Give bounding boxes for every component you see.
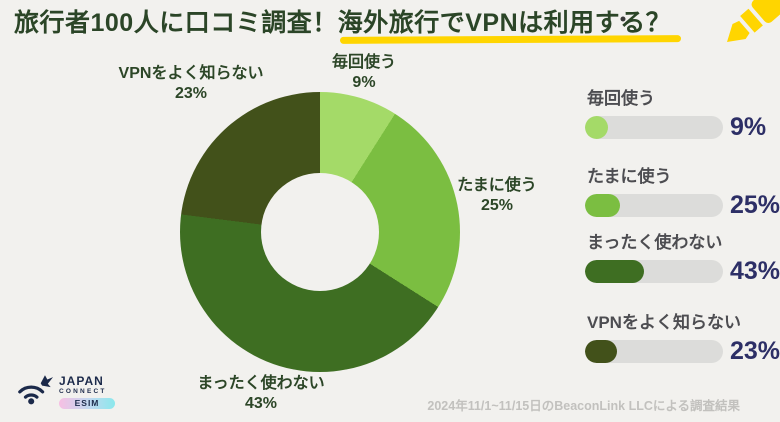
legend-bar-track (585, 340, 723, 363)
legend-bar-fill (585, 340, 617, 363)
legend-item-every-time: 毎回使う 9% (585, 89, 780, 141)
callout-value: 25% (480, 197, 514, 214)
legend-percent: 23% (730, 337, 780, 365)
donut-callout-every-time: 毎回使う 9% (332, 53, 396, 93)
legend-percent: 43% (730, 257, 780, 285)
brand-logo: JAPAN CONNECT ESIM (16, 369, 115, 414)
donut-callout-never: まったく使わない 43% (197, 374, 324, 414)
legend-bar-fill (585, 260, 645, 283)
esim-badge: ESIM (59, 397, 115, 409)
donut-callout-sometimes: たまに使う 25% (457, 176, 537, 216)
legend-bar-track (585, 116, 723, 139)
brand-line-connect: CONNECT (59, 387, 107, 395)
donut-callout-unfamiliar: VPNをよく知らない 23% (119, 64, 264, 104)
brand-line-japan: JAPAN (59, 373, 104, 388)
legend-bar-track (585, 260, 723, 283)
legend-percent: 9% (730, 113, 767, 141)
donut-chart (180, 92, 460, 372)
brand-text: JAPAN CONNECT ESIM (59, 375, 115, 409)
callout-value: 9% (352, 74, 376, 91)
legend-label: たまに使う (587, 167, 672, 186)
page-title: 旅行者100人に口コミ調査！海外旅行でVPNは利用する？ (14, 6, 682, 44)
callout-value: 23% (174, 85, 208, 102)
page-title-highlight-text: 海外旅行でVPNは利用する？ (337, 9, 672, 37)
marker-underline (339, 35, 682, 44)
callout-value: 43% (244, 395, 278, 412)
callout-label: 毎回使う (331, 54, 397, 71)
legend-label: まったく使わない (587, 233, 723, 252)
legend-label: VPNをよく知らない (587, 313, 741, 332)
wifi-bird-icon (16, 369, 54, 414)
legend-bar-fill (585, 116, 608, 139)
page-title-highlight: 海外旅行でVPNは利用する？ (337, 6, 682, 44)
page-title-plain: 旅行者100人に口コミ調査！ (14, 9, 338, 37)
legend-bar-fill (585, 194, 620, 217)
callout-label: たまに使う (457, 177, 537, 194)
callout-label: まったく使わない (197, 375, 325, 392)
legend-percent: 25% (730, 191, 780, 219)
source-note: 2024年11/1~11/15日のBeaconLink LLCによる調査結果 (427, 399, 740, 413)
legend-item-never: まったく使わない 43% (585, 233, 780, 285)
callout-label: VPNをよく知らない (118, 65, 264, 82)
legend-item-sometimes: たまに使う 25% (585, 167, 780, 219)
legend-bar-track (585, 194, 723, 217)
legend-label: 毎回使う (587, 89, 655, 108)
legend-item-unfamiliar: VPNをよく知らない 23% (585, 313, 780, 365)
